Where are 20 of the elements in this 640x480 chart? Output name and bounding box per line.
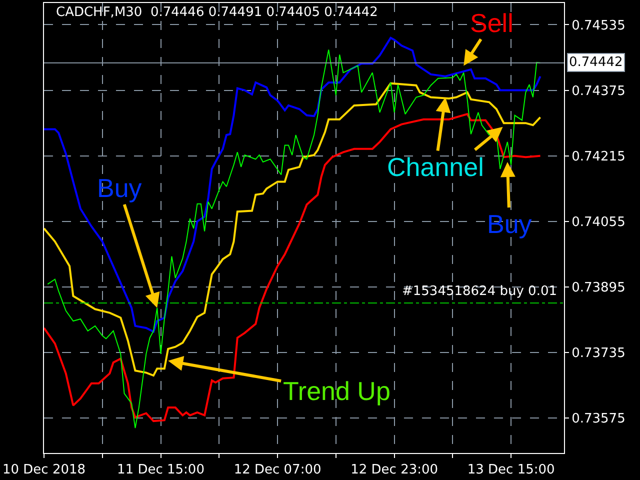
- y-tick-label: 0.74055: [572, 214, 626, 230]
- x-tick-label: 11 Dec 15:00: [117, 462, 204, 478]
- x-tick-label: 12 Dec 07:00: [234, 462, 322, 478]
- x-tick-label: 12 Dec 23:00: [350, 462, 438, 478]
- annotation: Buy: [487, 209, 532, 239]
- x-tick-label: 13 Dec 15:00: [467, 462, 555, 478]
- annotation: Buy: [97, 173, 142, 203]
- ref-line-label: #1534518624 buy 0.01: [402, 284, 557, 299]
- y-tick-label: 0.74375: [572, 84, 626, 99]
- y-tick-label: 0.73735: [572, 346, 626, 362]
- y-tick-label: 0.74215: [572, 149, 626, 164]
- annotation: Sell: [470, 8, 514, 38]
- y-tick-label: 0.74535: [572, 18, 626, 34]
- chart-title: CADCHF,M30 0.74446 0.74491 0.74405 0.74442: [56, 5, 378, 20]
- y-tick-label: 0.73575: [572, 412, 626, 427]
- ref-line-label: 0.74442: [569, 55, 623, 70]
- annotation: Trend Up: [283, 376, 390, 406]
- y-tick-label: 0.73895: [572, 280, 626, 296]
- x-tick-label: 10 Dec 2018: [2, 462, 86, 478]
- annotation: Channel: [387, 152, 484, 182]
